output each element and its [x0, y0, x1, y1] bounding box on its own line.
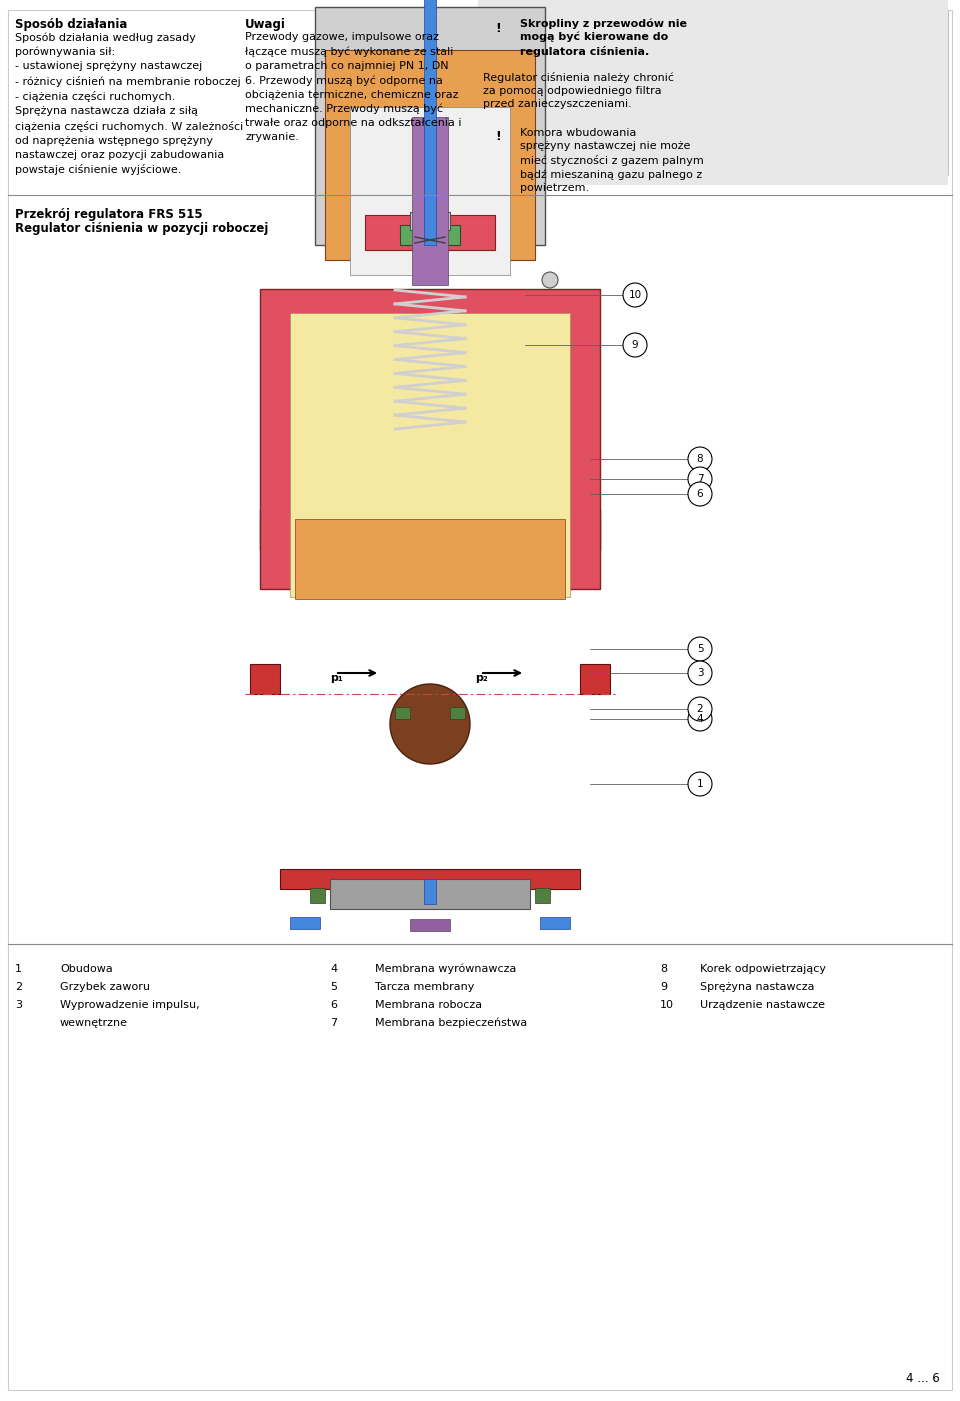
- FancyBboxPatch shape: [400, 226, 460, 245]
- Text: Membrana bezpieczeństwa: Membrana bezpieczeństwa: [375, 1019, 527, 1028]
- FancyBboxPatch shape: [478, 10, 948, 175]
- Text: 6: 6: [697, 489, 704, 499]
- Text: 4: 4: [697, 715, 704, 724]
- Text: wewnętrzne: wewnętrzne: [60, 1019, 128, 1028]
- Text: Uwagi: Uwagi: [245, 18, 286, 31]
- Circle shape: [688, 661, 712, 685]
- FancyBboxPatch shape: [315, 7, 545, 245]
- FancyBboxPatch shape: [290, 918, 320, 929]
- FancyBboxPatch shape: [424, 0, 436, 245]
- FancyBboxPatch shape: [560, 518, 600, 552]
- Text: Obudowa: Obudowa: [60, 964, 112, 974]
- FancyBboxPatch shape: [395, 708, 410, 719]
- FancyBboxPatch shape: [450, 708, 465, 719]
- FancyBboxPatch shape: [310, 888, 325, 904]
- FancyBboxPatch shape: [424, 878, 436, 904]
- FancyBboxPatch shape: [260, 509, 600, 549]
- Circle shape: [688, 698, 712, 722]
- FancyBboxPatch shape: [330, 878, 530, 909]
- Text: Sprężyna nastawcza: Sprężyna nastawcza: [700, 982, 814, 992]
- Text: Sposób działania: Sposób działania: [15, 18, 128, 31]
- Text: 2: 2: [15, 982, 22, 992]
- Text: 10: 10: [660, 1000, 674, 1010]
- Text: p₁: p₁: [330, 672, 343, 684]
- Text: 3: 3: [697, 668, 704, 678]
- Circle shape: [688, 772, 712, 796]
- Text: Membrana wyrównawcza: Membrana wyrównawcza: [375, 964, 516, 975]
- Text: 5: 5: [330, 982, 337, 992]
- FancyBboxPatch shape: [330, 395, 530, 460]
- Text: 7: 7: [330, 1019, 337, 1028]
- Text: p₂: p₂: [475, 672, 488, 684]
- Circle shape: [542, 272, 558, 289]
- Text: Sposób działania według zasady
porównywania sił:
- ustawionej sprężyny nastawcze: Sposób działania według zasady porównywa…: [15, 32, 243, 175]
- FancyBboxPatch shape: [412, 118, 448, 284]
- Text: 7: 7: [697, 474, 704, 483]
- Text: Tarcza membrany: Tarcza membrany: [375, 982, 474, 992]
- Text: Regulator ciśnienia należy chronić
za pomocą odpowiedniego filtra
przed zanieczy: Regulator ciśnienia należy chronić za po…: [483, 71, 674, 109]
- Text: Przewody gazowe, impulsowe oraz
łączące muszą być wykonane ze stali
o parametrac: Przewody gazowe, impulsowe oraz łączące …: [245, 32, 462, 143]
- FancyBboxPatch shape: [260, 518, 300, 552]
- Text: 9: 9: [660, 982, 667, 992]
- FancyBboxPatch shape: [295, 518, 565, 600]
- Circle shape: [688, 467, 712, 490]
- Text: Korek odpowietrzający: Korek odpowietrzający: [700, 964, 826, 974]
- Text: Grzybek zaworu: Grzybek zaworu: [60, 982, 150, 992]
- FancyBboxPatch shape: [280, 869, 580, 890]
- Text: 4: 4: [330, 964, 337, 974]
- FancyBboxPatch shape: [410, 212, 450, 230]
- Text: !: !: [495, 21, 501, 35]
- Text: 3: 3: [15, 1000, 22, 1010]
- FancyBboxPatch shape: [280, 389, 580, 469]
- Circle shape: [688, 708, 712, 731]
- FancyBboxPatch shape: [478, 0, 948, 185]
- Text: 10: 10: [629, 290, 641, 300]
- Text: 5: 5: [697, 644, 704, 654]
- FancyBboxPatch shape: [290, 312, 570, 597]
- FancyBboxPatch shape: [540, 918, 570, 929]
- Circle shape: [623, 283, 647, 307]
- Text: 2: 2: [697, 703, 704, 715]
- Text: 8: 8: [660, 964, 667, 974]
- FancyBboxPatch shape: [365, 214, 495, 249]
- Text: 9: 9: [632, 340, 638, 350]
- FancyBboxPatch shape: [580, 664, 610, 693]
- FancyBboxPatch shape: [325, 50, 535, 261]
- Circle shape: [688, 482, 712, 506]
- Text: 4 ... 6: 4 ... 6: [906, 1372, 940, 1386]
- Text: Urządzenie nastawcze: Urządzenie nastawcze: [700, 1000, 825, 1010]
- Text: 8: 8: [697, 454, 704, 464]
- FancyBboxPatch shape: [300, 524, 560, 553]
- Text: !: !: [495, 129, 501, 143]
- Text: Przekrój regulatora FRS 515: Przekrój regulatora FRS 515: [15, 207, 203, 221]
- FancyBboxPatch shape: [350, 106, 510, 275]
- Text: 1: 1: [697, 779, 704, 789]
- FancyBboxPatch shape: [8, 10, 952, 1390]
- Text: Membrana robocza: Membrana robocza: [375, 1000, 482, 1010]
- FancyBboxPatch shape: [250, 664, 280, 693]
- Text: 6: 6: [330, 1000, 337, 1010]
- Text: Skropliny z przewodów nie
mogą być kierowane do
regulatora ciśnienia.: Skropliny z przewodów nie mogą być kiero…: [520, 18, 687, 57]
- Text: 1: 1: [15, 964, 22, 974]
- FancyBboxPatch shape: [260, 289, 600, 588]
- Text: Komora wbudowania
sprężyny nastawczej nie może
mieć styczności z gazem palnym
bą: Komora wbudowania sprężyny nastawczej ni…: [520, 127, 704, 193]
- FancyBboxPatch shape: [535, 888, 550, 904]
- Text: Regulator ciśnienia w pozycji roboczej: Regulator ciśnienia w pozycji roboczej: [15, 221, 269, 235]
- FancyBboxPatch shape: [410, 919, 450, 932]
- Text: Wyprowadzenie impulsu,: Wyprowadzenie impulsu,: [60, 1000, 200, 1010]
- Circle shape: [390, 684, 470, 764]
- Circle shape: [623, 333, 647, 357]
- Circle shape: [688, 637, 712, 661]
- Circle shape: [688, 447, 712, 471]
- FancyBboxPatch shape: [415, 434, 445, 464]
